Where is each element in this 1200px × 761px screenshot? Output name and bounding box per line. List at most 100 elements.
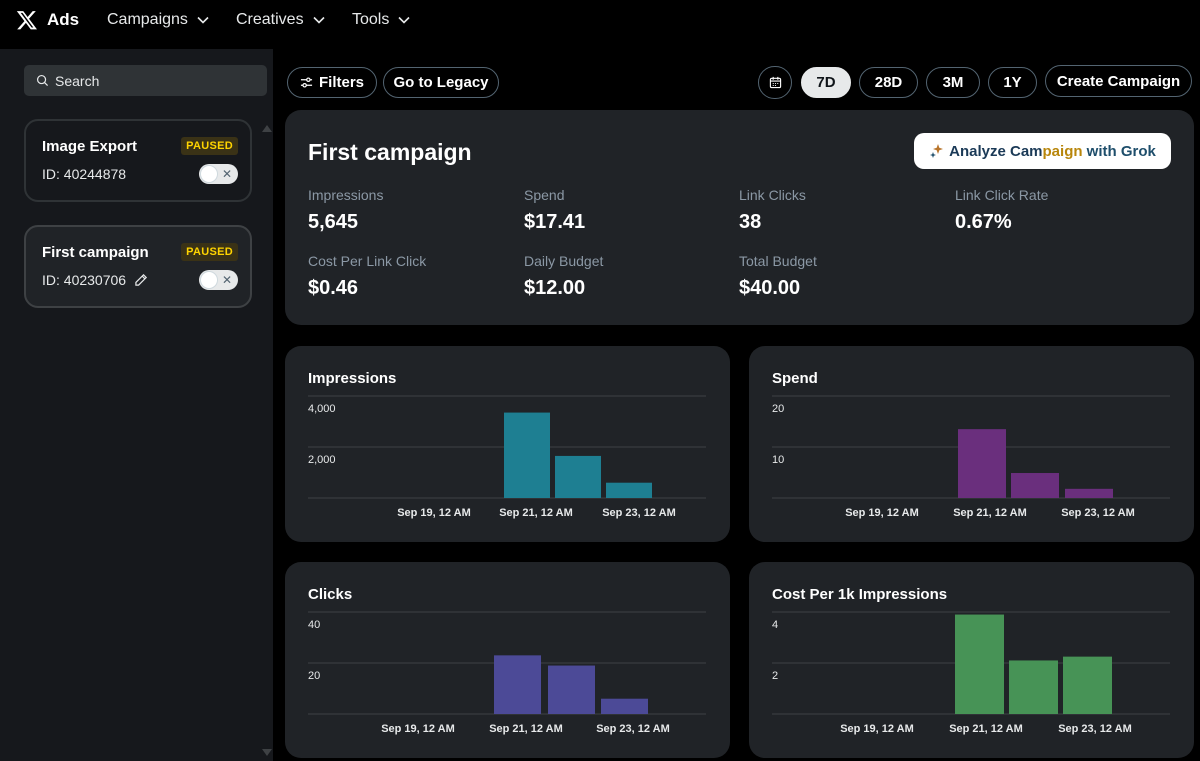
x-tick-label: Sep 23, 12 AM bbox=[1061, 507, 1135, 519]
metric-label: Impressions bbox=[308, 187, 384, 203]
filters-button[interactable]: Filters bbox=[287, 67, 377, 98]
campaign-id-text: ID: 40230706 bbox=[42, 272, 127, 288]
chart-bar bbox=[504, 412, 550, 498]
range-3m-tab[interactable]: 3M bbox=[926, 67, 980, 98]
metric-label: Link Click Rate bbox=[955, 187, 1049, 203]
campaign-id: ID: 40244878 bbox=[42, 166, 126, 182]
metric-total-budget: Total Budget $40.00 bbox=[739, 253, 817, 300]
y-tick-label: 2,000 bbox=[308, 454, 336, 466]
chevron-down-icon bbox=[313, 16, 325, 24]
cpm-chart: 2 4 Sep 19, 12 AM Sep 21, 12 AM Sep 23, 12 A… bbox=[772, 611, 1170, 735]
chart-bar bbox=[555, 455, 601, 498]
y-tick-label: 20 bbox=[308, 670, 320, 682]
x-tick-label: Sep 23, 12 AM bbox=[602, 507, 676, 519]
search-box[interactable] bbox=[24, 65, 267, 96]
impressions-chart: 2,000 4,000 Sep 19, 12 AM Sep 21, 12 AM Sep … bbox=[308, 395, 706, 519]
range-label: 28D bbox=[874, 74, 903, 91]
close-icon: ✕ bbox=[221, 273, 232, 287]
metric-spend: Spend $17.41 bbox=[524, 187, 585, 234]
creatives-menu[interactable]: Creatives bbox=[236, 11, 326, 29]
campaign-toggle[interactable]: ✕ bbox=[199, 164, 238, 184]
metric-value: $17.41 bbox=[524, 211, 586, 233]
chart-bar bbox=[1011, 473, 1059, 498]
create-campaign-label: Create Campaign bbox=[1056, 72, 1181, 90]
scroll-down-arrow[interactable] bbox=[262, 749, 272, 756]
brand-title: Ads bbox=[47, 10, 80, 29]
chart-bar bbox=[1009, 660, 1058, 714]
metric-link-clicks: Link Clicks 38 bbox=[739, 187, 806, 234]
chart-bar bbox=[494, 655, 541, 714]
metric-label: Total Budget bbox=[739, 253, 817, 269]
campaigns-menu-label: Campaigns bbox=[107, 11, 188, 28]
range-label: 7D bbox=[816, 74, 836, 91]
chart-bar bbox=[1065, 488, 1113, 498]
metric-value: $40.00 bbox=[739, 277, 801, 299]
campaign-toggle[interactable]: ✕ bbox=[199, 270, 238, 290]
campaign-title: First campaign bbox=[308, 139, 472, 165]
campaign-name: First campaign bbox=[42, 244, 149, 261]
y-tick-label: 20 bbox=[772, 403, 784, 415]
metric-value: $0.46 bbox=[308, 277, 359, 299]
x-tick-label: Sep 19, 12 AM bbox=[397, 507, 471, 519]
x-logo-icon[interactable] bbox=[16, 9, 38, 31]
grok-label-part: Analyze Cam bbox=[949, 142, 1043, 160]
y-tick-label: 10 bbox=[772, 454, 784, 466]
impressions-chart-panel: Impressions 2,000 4,000 Sep 19, 12 AM Sep 2… bbox=[285, 346, 730, 542]
analyze-with-grok-button[interactable]: Analyze Campaign with Grok bbox=[914, 133, 1171, 169]
toggle-knob bbox=[201, 272, 217, 288]
campaign-name: Image Export bbox=[42, 138, 138, 155]
chart-title: Clicks bbox=[308, 586, 353, 603]
filters-label: Filters bbox=[318, 74, 364, 91]
scroll-up-arrow[interactable] bbox=[262, 125, 272, 132]
calendar-icon bbox=[769, 76, 781, 89]
metric-label: Link Clicks bbox=[739, 187, 806, 203]
metric-cost-per-link-click: Cost Per Link Click $0.46 bbox=[308, 253, 426, 300]
x-tick-label: Sep 21, 12 AM bbox=[499, 507, 573, 519]
campaign-id-text: ID: 40244878 bbox=[42, 166, 127, 182]
chart-bar bbox=[548, 665, 595, 714]
metric-impressions: Impressions 5,645 bbox=[308, 187, 383, 234]
metric-label: Daily Budget bbox=[524, 253, 604, 269]
metric-label: Spend bbox=[524, 187, 565, 203]
spend-chart: 10 20 Sep 19, 12 AM Sep 21, 12 AM Sep 23, 12… bbox=[772, 395, 1170, 519]
grok-label-part: paign bbox=[1042, 142, 1083, 160]
search-input[interactable] bbox=[55, 72, 255, 89]
chart-bar bbox=[606, 482, 652, 498]
metric-label: Cost Per Link Click bbox=[308, 253, 427, 269]
campaign-card-first-campaign[interactable]: First campaign PAUSED ID: 40230706 ✕ bbox=[24, 225, 252, 308]
create-campaign-button[interactable]: Create Campaign bbox=[1045, 65, 1192, 97]
metric-link-click-rate: Link Click Rate 0.67% bbox=[955, 187, 1048, 234]
range-7d-tab[interactable]: 7D bbox=[801, 67, 851, 98]
campaign-summary-panel: First campaign Analyze Campaign with Gro… bbox=[285, 110, 1194, 325]
chart-title: Impressions bbox=[308, 370, 397, 387]
y-tick-label: 4,000 bbox=[308, 403, 336, 415]
metric-value: 0.67% bbox=[955, 211, 1012, 233]
close-icon: ✕ bbox=[221, 167, 232, 181]
x-tick-label: Sep 19, 12 AM bbox=[381, 723, 455, 735]
x-tick-label: Sep 21, 12 AM bbox=[949, 723, 1023, 735]
go-to-legacy-button[interactable]: Go to Legacy bbox=[383, 67, 499, 98]
grok-label: Analyze Campaign with Grok bbox=[949, 143, 1156, 160]
cpm-chart-panel: Cost Per 1k Impressions 2 4 Sep 19, 12 AM S… bbox=[749, 562, 1194, 758]
tools-menu[interactable]: Tools bbox=[352, 11, 411, 29]
edit-pencil-icon[interactable] bbox=[134, 273, 148, 287]
campaign-id: ID: 40230706 bbox=[42, 272, 148, 288]
y-tick-label: 2 bbox=[772, 670, 778, 682]
legacy-label: Go to Legacy bbox=[393, 74, 489, 91]
grok-label-part: with Grok bbox=[1082, 142, 1156, 160]
range-28d-tab[interactable]: 28D bbox=[859, 67, 918, 98]
x-tick-label: Sep 23, 12 AM bbox=[596, 723, 670, 735]
spend-chart-panel: Spend 10 20 Sep 19, 12 AM Sep 21, 12 AM Sep … bbox=[749, 346, 1194, 542]
x-tick-label: Sep 23, 12 AM bbox=[1058, 723, 1132, 735]
campaign-card-image-export[interactable]: Image Export PAUSED ID: 40244878 ✕ bbox=[24, 119, 252, 202]
chevron-down-icon bbox=[197, 16, 209, 24]
status-badge: PAUSED bbox=[181, 137, 238, 155]
creatives-menu-label: Creatives bbox=[236, 11, 304, 28]
sliders-icon bbox=[300, 77, 313, 88]
chevron-down-icon bbox=[398, 16, 410, 24]
x-tick-label: Sep 19, 12 AM bbox=[840, 723, 914, 735]
campaigns-menu[interactable]: Campaigns bbox=[107, 11, 210, 29]
metric-value: 5,645 bbox=[308, 211, 359, 233]
range-1y-tab[interactable]: 1Y bbox=[988, 67, 1037, 98]
calendar-button[interactable] bbox=[758, 66, 792, 99]
